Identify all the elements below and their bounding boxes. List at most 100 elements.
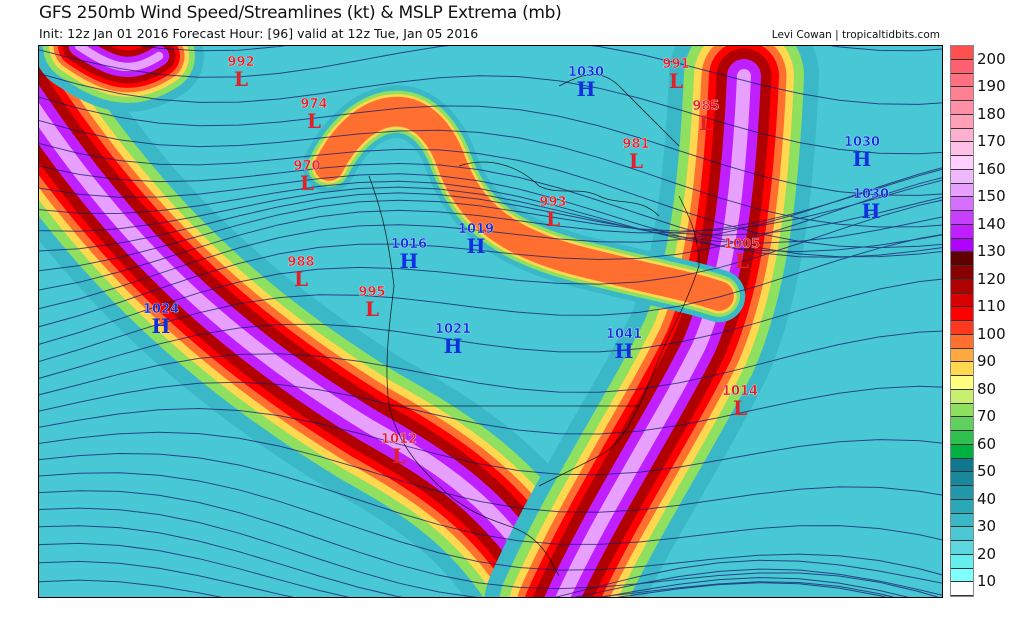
high-pressure-center: 1019 H	[446, 223, 506, 256]
streamlines	[39, 46, 942, 597]
colorbar-segment	[951, 224, 973, 239]
colorbar-segment	[951, 73, 973, 88]
colorbar-segment	[951, 321, 973, 335]
streamline	[139, 46, 942, 52]
streamline	[39, 167, 942, 310]
low-pressure-center: 995 L	[342, 286, 402, 319]
colorbar-segment	[951, 376, 973, 390]
low-pressure-center: 985 L	[676, 100, 736, 133]
colorbar-ticks: 200 190 180 170 160 150 140 130 120 110 100 90 80 70 6…	[977, 45, 1022, 595]
colorbar-segment	[951, 183, 973, 198]
pressure-value: 981	[622, 137, 650, 152]
colorbar-tick-label: 30	[977, 517, 997, 536]
colorbar-segment	[951, 389, 973, 404]
colorbar-segment	[951, 114, 973, 129]
pressure-value: 970	[293, 159, 321, 174]
streamline	[39, 199, 942, 345]
colorbar-segment	[951, 348, 973, 363]
colorbar-segment	[951, 252, 973, 266]
colorbar-segment	[951, 142, 973, 156]
colorbar-segment	[951, 59, 973, 74]
colorbar-segment	[951, 87, 973, 101]
streamline	[39, 278, 942, 379]
colorbar-tick-label: 120	[977, 269, 1006, 288]
colorbar-segment	[951, 307, 973, 321]
pressure-value: 1005	[723, 237, 761, 252]
colorbar-tick-label: 110	[977, 297, 1006, 316]
pressure-value: 1012	[380, 432, 418, 447]
pressure-value: 1030	[852, 187, 890, 202]
streamline	[39, 452, 942, 545]
colorbar-segment	[951, 513, 973, 528]
high-pressure-center: 1041 H	[594, 328, 654, 361]
jet-stream-band	[74, 46, 164, 72]
streamline	[39, 407, 942, 476]
streamline	[39, 162, 942, 258]
colorbar-segment	[951, 554, 973, 569]
high-pressure-center: 1016 H	[379, 238, 439, 271]
colorbar-tick-label: 190	[977, 77, 1006, 96]
low-pressure-center: 981 L	[606, 138, 666, 171]
pressure-type: H	[466, 234, 486, 258]
colorbar-tick-label: 130	[977, 242, 1006, 261]
credit-text: Levi Cowan | tropicaltidbits.com	[771, 29, 940, 41]
pressure-value: 974	[300, 97, 328, 112]
colorbar-tick-label: 10	[977, 572, 997, 591]
colorbar-tick-label: 150	[977, 187, 1006, 206]
high-pressure-center: 1030 H	[841, 188, 901, 221]
pressure-value: 1024	[142, 302, 180, 317]
high-pressure-center: 1030 H	[556, 66, 616, 99]
streamline	[39, 560, 942, 597]
coastlines	[368, 74, 700, 577]
pressure-type: H	[614, 339, 634, 363]
colorbar-tick-label: 40	[977, 489, 997, 508]
wind-speed-field	[39, 46, 942, 597]
pressure-value: 1014	[721, 384, 759, 399]
high-pressure-center: 1024 H	[131, 303, 191, 336]
low-pressure-center: 970 L	[277, 160, 337, 193]
low-pressure-center: 1005 L	[712, 238, 772, 271]
colorbar-segment	[951, 582, 973, 596]
pressure-value: 1030	[843, 135, 881, 150]
colorbar-tick-label: 160	[977, 159, 1006, 178]
pressure-type: H	[852, 147, 872, 171]
pressure-type: L	[545, 207, 561, 231]
streamline	[39, 179, 942, 272]
streamline	[39, 180, 942, 253]
map-subtitle: Init: 12z Jan 01 2016 Forecast Hour: [96…	[39, 26, 479, 41]
pressure-value: 991	[662, 57, 690, 72]
pressure-type: L	[732, 396, 748, 420]
pressure-type: L	[391, 444, 407, 468]
streamline	[39, 381, 942, 435]
colorbar-tick-label: 50	[977, 462, 997, 481]
colorbar-tick-label: 80	[977, 379, 997, 398]
high-pressure-center: 1021 H	[423, 323, 483, 356]
colorbar-segment	[951, 472, 973, 486]
pressure-type: H	[399, 249, 419, 273]
colorbar-segment	[951, 499, 973, 514]
pressure-type: L	[299, 171, 315, 195]
pressure-value: 1041	[605, 327, 643, 342]
streamline	[39, 525, 887, 597]
pressure-value: 1019	[457, 222, 495, 237]
low-pressure-center: 993 L	[523, 196, 583, 229]
pressure-type: L	[306, 109, 322, 133]
colorbar-segment	[951, 486, 973, 500]
colorbar-tick-label: 60	[977, 434, 997, 453]
low-pressure-center: 1014 L	[710, 385, 770, 418]
pressure-type: L	[698, 111, 714, 135]
colorbar-segment	[951, 156, 973, 170]
colorbar-segment	[951, 238, 973, 253]
colorbar-segment	[951, 169, 973, 184]
high-pressure-center: 1030 H	[832, 136, 892, 169]
low-pressure-center: 974 L	[284, 98, 344, 131]
pressure-value: 988	[287, 255, 315, 270]
low-pressure-center: 991 L	[646, 58, 706, 91]
streamline	[39, 72, 942, 155]
streamline	[39, 330, 942, 396]
pressure-type: L	[668, 69, 684, 93]
pressure-value: 993	[539, 195, 567, 210]
colorbar-tick-label: 180	[977, 104, 1006, 123]
streamline	[39, 186, 942, 244]
streamline	[39, 233, 942, 363]
